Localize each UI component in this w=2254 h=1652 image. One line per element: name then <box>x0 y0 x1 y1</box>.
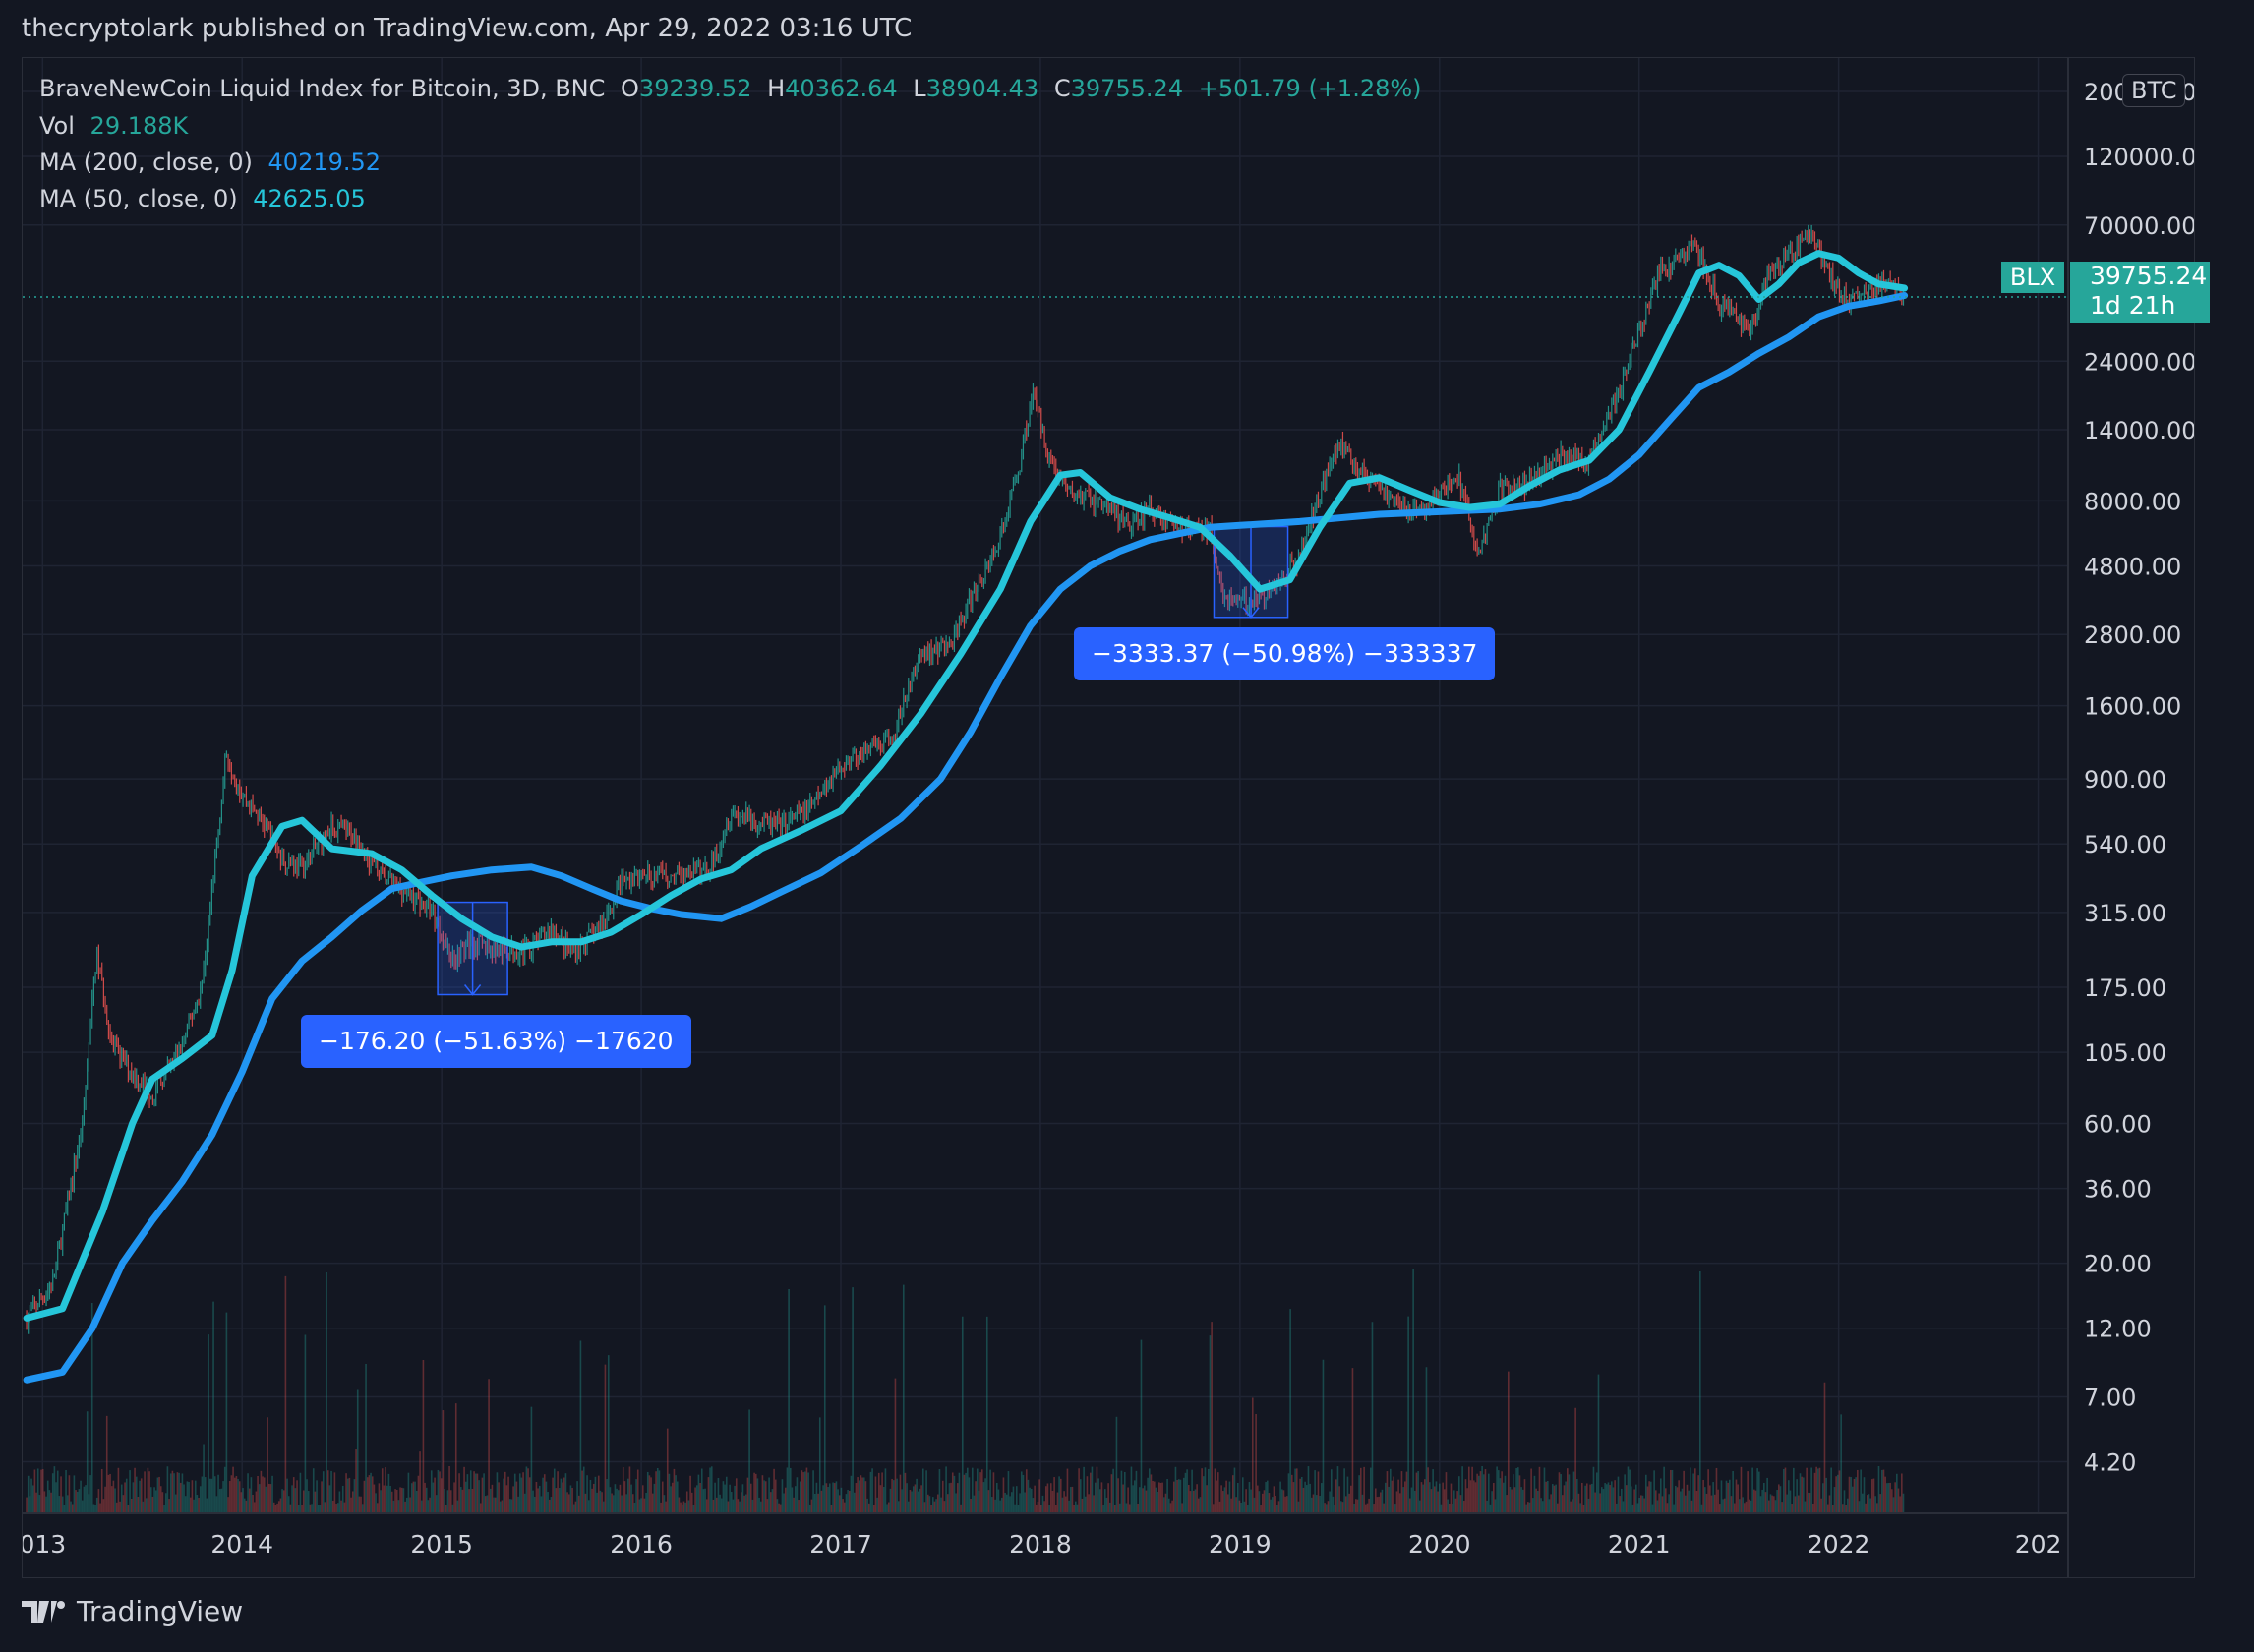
y-tick-label: 70000.00 <box>2084 212 2194 240</box>
y-tick-label: 315.00 <box>2084 900 2166 927</box>
y-tick-label: 4800.00 <box>2084 554 2181 581</box>
y-tick-label: 7.00 <box>2084 1384 2136 1411</box>
ma200-value: 40219.52 <box>267 148 382 176</box>
y-tick-label: 120000.00 <box>2084 144 2194 171</box>
y-tick-label: 2800.00 <box>2084 621 2181 649</box>
y-tick-label: 60.00 <box>2084 1110 2152 1138</box>
legend-ma50[interactable]: MA (50, close, 0) 42625.05 <box>39 185 374 212</box>
y-tick-label: 24000.00 <box>2084 348 2194 376</box>
y-tick-label: 105.00 <box>2084 1039 2166 1067</box>
y-tick-label: 4.20 <box>2084 1449 2136 1477</box>
close-label: C <box>1053 75 1071 102</box>
y-tick-label: 14000.00 <box>2084 417 2194 444</box>
open-value: 39239.52 <box>638 75 752 102</box>
measure-label-2015[interactable]: −176.20 (−51.63%) −17620 <box>301 1015 691 1068</box>
x-tick-label: 2019 <box>1209 1530 1272 1559</box>
legend-symbol: BraveNewCoin Liquid Index for Bitcoin, 3… <box>39 75 606 102</box>
x-tick-label: 2020 <box>1408 1530 1471 1559</box>
x-tick-label: 013 <box>23 1530 66 1559</box>
legend-volume[interactable]: Vol 29.188K <box>39 112 196 140</box>
measure-label-2019[interactable]: −3333.37 (−50.98%) −333337 <box>1074 627 1496 680</box>
chart-frame[interactable]: 200000.00120000.0070000.0024000.0014000.… <box>22 57 2195 1578</box>
x-tick-label: 2021 <box>1608 1530 1671 1559</box>
vol-label: Vol <box>39 112 75 140</box>
y-tick-label: 1600.00 <box>2084 693 2181 721</box>
ma50-value: 42625.05 <box>253 185 366 212</box>
y-tick-label: 20.00 <box>2084 1251 2152 1278</box>
ma50-line <box>23 250 1909 1322</box>
x-tick-label: 2015 <box>410 1530 473 1559</box>
symbol-tag: BLX <box>2001 262 2064 293</box>
x-tick-label: 202 <box>2015 1530 2062 1559</box>
change-value: +501.79 (+1.28%) <box>1198 75 1422 102</box>
high-label: H <box>767 75 786 102</box>
bar-countdown: 1d 21h <box>2090 291 2176 320</box>
measure-arrow-head <box>1242 607 1260 619</box>
currency-badge[interactable]: BTC <box>2122 74 2186 107</box>
ma200-label: MA (200, close, 0) <box>39 148 253 176</box>
x-tick-label: 2018 <box>1009 1530 1072 1559</box>
x-tick-label: 2022 <box>1808 1530 1870 1559</box>
y-tick-label: 36.00 <box>2084 1176 2152 1204</box>
ma50-label: MA (50, close, 0) <box>39 185 238 212</box>
last-price-tag: 39755.24 1d 21h <box>2070 262 2210 323</box>
y-tick-label: 12.00 <box>2084 1316 2152 1343</box>
x-tick-label: 2017 <box>809 1530 872 1559</box>
y-tick-label: 8000.00 <box>2084 488 2181 515</box>
y-tick-label: 540.00 <box>2084 831 2166 858</box>
publisher-line: thecryptolark published on TradingView.c… <box>22 14 913 43</box>
low-value: 38904.43 <box>925 75 1039 102</box>
last-price-value: 39755.24 <box>2090 262 2208 290</box>
high-value: 40362.64 <box>785 75 898 102</box>
measure-arrow-head <box>464 984 482 996</box>
y-tick-label: 175.00 <box>2084 974 2166 1002</box>
tradingview-logo[interactable]: TradingView <box>22 1595 243 1627</box>
price-chart[interactable]: 200000.00120000.0070000.0024000.0014000.… <box>23 58 2194 1577</box>
tradingview-wordmark: TradingView <box>77 1595 244 1627</box>
close-value: 39755.24 <box>1070 75 1184 102</box>
legend-ohlc: BraveNewCoin Liquid Index for Bitcoin, 3… <box>39 75 1430 102</box>
x-tick-label: 2016 <box>610 1530 673 1559</box>
low-label: L <box>913 75 926 102</box>
y-tick-label: 900.00 <box>2084 766 2166 794</box>
open-label: O <box>621 75 639 102</box>
ma200-line <box>23 292 1909 1384</box>
x-tick-label: 2014 <box>210 1530 273 1559</box>
legend-ma200[interactable]: MA (200, close, 0) 40219.52 <box>39 148 388 176</box>
vol-value: 29.188K <box>89 112 189 140</box>
tradingview-logo-icon <box>22 1600 65 1622</box>
